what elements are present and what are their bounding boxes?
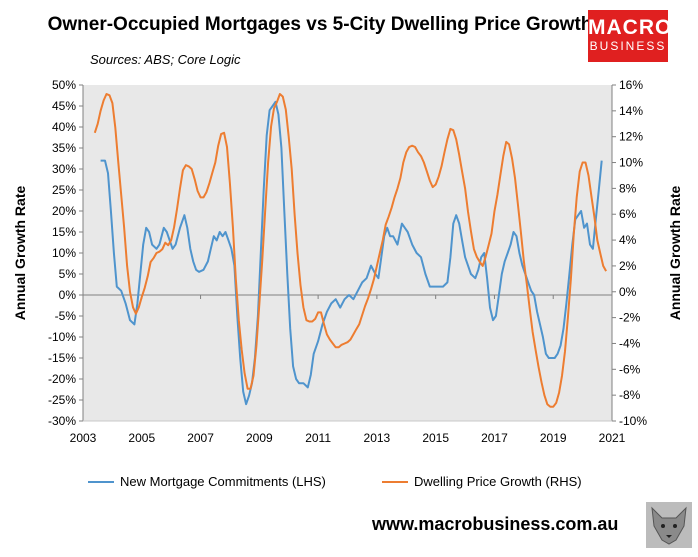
left-tick-label: 0% [59,288,77,302]
legend-label: Dwelling Price Growth (RHS) [414,474,582,489]
right-axis-title: Annual Growth Rate [667,186,683,321]
left-axis-title: Annual Growth Rate [12,186,28,321]
right-tick-label: 14% [619,104,643,118]
right-tick-label: -4% [619,336,641,350]
chart-title: Owner-Occupied Mortgages vs 5-City Dwell… [47,14,593,35]
series-line-dwelling-price-growth [93,93,607,408]
right-tick-label: 12% [619,130,643,144]
right-tick-label: 10% [619,156,643,170]
left-tick-label: 35% [52,141,76,155]
right-tick-label: 16% [619,78,643,92]
legend-label: New Mortgage Commitments (LHS) [120,474,326,489]
macrobusiness-logo: MACRO BUSINESS [588,10,673,62]
x-tick-label: 2005 [128,431,155,445]
left-tick-label: -10% [48,330,76,344]
x-tick-label: 2019 [540,431,567,445]
left-tick-label: 5% [59,267,77,281]
left-tick-label: 45% [52,99,76,113]
series-line-mortgage-commitments [100,100,603,406]
x-tick-label: 2013 [364,431,391,445]
wolf-logo-icon [646,502,692,548]
left-tick-label: 30% [52,162,76,176]
x-tick-label: 2017 [481,431,508,445]
x-tick-label: 2015 [422,431,449,445]
x-tick-label: 2021 [599,431,626,445]
logo-line2: BUSINESS [589,39,667,53]
x-tick-label: 2003 [70,431,97,445]
left-tick-label: 25% [52,183,76,197]
left-tick-label: -30% [48,414,76,428]
line-chart: 50% 45% 40% 35% 30% 25% 20% 15% 10% 5% 0% -5% -10% -1… [12,78,683,489]
x-tick-label: 2007 [187,431,214,445]
left-tick-label: 40% [52,120,76,134]
right-tick-label: 4% [619,233,637,247]
left-tick-label: 15% [52,225,76,239]
right-tick-label: 8% [619,181,637,195]
left-tick-label: -15% [48,351,76,365]
left-tick-label: -25% [48,393,76,407]
plot-area [83,85,612,421]
logo-line1: MACRO [588,16,673,39]
left-tick-label: 50% [52,78,76,92]
right-tick-label: -8% [619,388,641,402]
left-tick-label: -5% [55,309,77,323]
x-tick-label: 2011 [305,431,331,445]
left-tick-label: 10% [52,246,76,260]
footer-url: www.macrobusiness.com.au [372,514,619,534]
right-tick-label: 0% [619,285,637,299]
chart-source: Sources: ABS; Core Logic [90,52,241,67]
right-tick-label: -10% [619,414,647,428]
right-tick-label: 6% [619,207,637,221]
right-tick-label: 2% [619,259,637,273]
x-tick-label: 2009 [246,431,273,445]
left-tick-label: -20% [48,372,76,386]
left-tick-label: 20% [52,204,76,218]
right-tick-label: -6% [619,362,641,376]
right-tick-label: -2% [619,311,641,325]
